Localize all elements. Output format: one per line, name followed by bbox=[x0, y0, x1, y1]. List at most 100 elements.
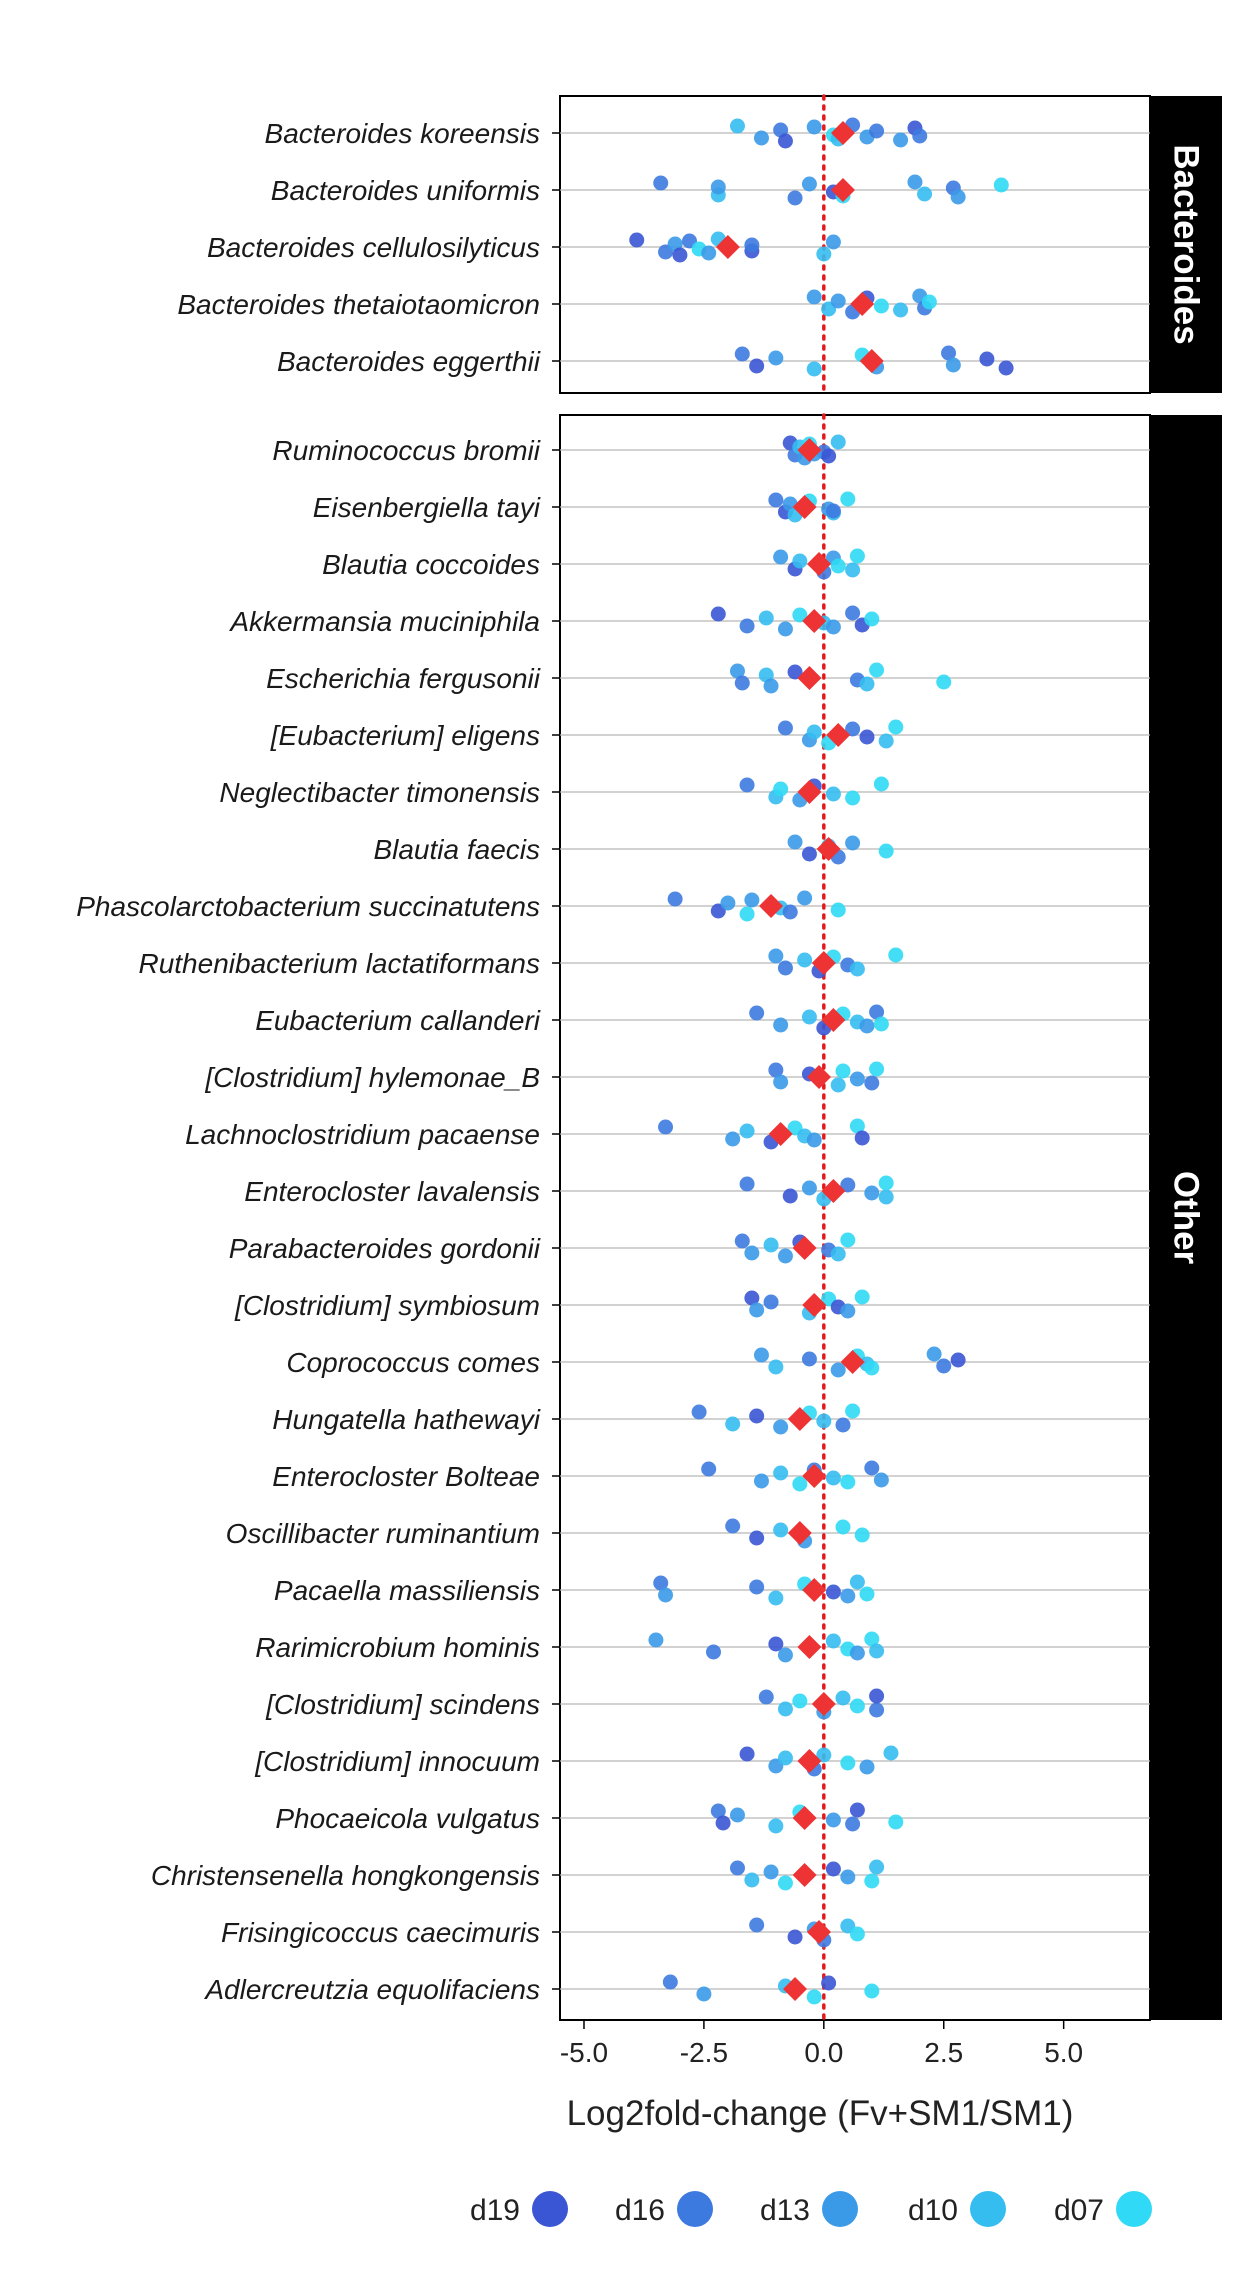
data-point bbox=[648, 1632, 664, 1648]
data-point bbox=[753, 130, 769, 146]
mean-marker bbox=[811, 1692, 836, 1716]
data-point bbox=[840, 491, 856, 507]
data-point bbox=[744, 1290, 760, 1306]
data-point bbox=[840, 1588, 856, 1604]
data-point bbox=[701, 1461, 717, 1477]
mean-marker bbox=[826, 723, 851, 747]
taxon-label: Phascolarctobacterium succinatutens bbox=[76, 891, 540, 922]
data-point bbox=[864, 1631, 880, 1647]
data-point bbox=[864, 1360, 880, 1376]
data-point bbox=[773, 1419, 789, 1435]
data-point bbox=[830, 1362, 846, 1378]
panel-frame bbox=[559, 414, 1151, 2021]
data-point bbox=[835, 1519, 851, 1535]
data-point bbox=[797, 890, 813, 906]
data-point bbox=[662, 1974, 678, 1990]
data-point bbox=[830, 434, 846, 450]
data-point bbox=[926, 1346, 942, 1362]
data-point bbox=[744, 237, 760, 253]
mean-marker bbox=[792, 495, 817, 519]
taxon-label: Blautia coccoides bbox=[322, 549, 540, 580]
data-point bbox=[758, 1689, 774, 1705]
data-point bbox=[936, 674, 952, 690]
data-point bbox=[777, 1750, 793, 1766]
data-point bbox=[806, 289, 822, 305]
taxon-label: Bacteroides eggerthii bbox=[277, 346, 541, 377]
data-point bbox=[782, 1188, 798, 1204]
data-point bbox=[729, 663, 745, 679]
data-point bbox=[667, 891, 683, 907]
data-point bbox=[749, 1530, 765, 1546]
data-point bbox=[825, 234, 841, 250]
data-point bbox=[691, 1404, 707, 1420]
taxon-label: Enterocloster lavalensis bbox=[244, 1176, 540, 1207]
data-point bbox=[801, 1351, 817, 1367]
data-point bbox=[629, 232, 645, 248]
taxon-label: [Clostridium] innocuum bbox=[254, 1746, 540, 1777]
mean-marker bbox=[850, 292, 875, 316]
data-point bbox=[825, 1633, 841, 1649]
legend-label-d16: d16 bbox=[615, 2194, 665, 2227]
mean-marker bbox=[792, 1236, 817, 1260]
data-point bbox=[825, 503, 841, 519]
data-point bbox=[845, 790, 861, 806]
data-point bbox=[816, 246, 832, 262]
mean-marker bbox=[807, 1065, 832, 1089]
data-point bbox=[792, 1476, 808, 1492]
data-point bbox=[739, 777, 755, 793]
data-point bbox=[773, 1465, 789, 1481]
data-point bbox=[806, 361, 822, 377]
data-point bbox=[787, 834, 803, 850]
data-point bbox=[806, 1989, 822, 2005]
data-point bbox=[835, 1417, 851, 1433]
data-point bbox=[849, 1926, 865, 1942]
data-point bbox=[859, 1759, 875, 1775]
data-point bbox=[873, 776, 889, 792]
taxon-label: Ruthenibacterium lactatiformans bbox=[138, 948, 540, 979]
data-point bbox=[739, 1746, 755, 1762]
mean-marker bbox=[787, 1407, 812, 1431]
data-point bbox=[768, 1062, 784, 1078]
chart-panels: Bacteroides koreensis Bacteroides uniform… bbox=[76, 94, 1222, 2022]
data-point bbox=[801, 846, 817, 862]
data-point bbox=[739, 1176, 755, 1192]
x-tick-label: -5.0 bbox=[560, 2037, 608, 2068]
data-point bbox=[825, 1470, 841, 1486]
data-point bbox=[768, 1636, 784, 1652]
data-point bbox=[801, 1180, 817, 1196]
data-point bbox=[734, 675, 750, 691]
data-point bbox=[749, 1579, 765, 1595]
data-point bbox=[849, 1645, 865, 1661]
taxon-label: Pacaella massiliensis bbox=[274, 1575, 540, 1606]
data-point bbox=[777, 1647, 793, 1663]
data-point bbox=[768, 492, 784, 508]
data-point bbox=[849, 548, 865, 564]
taxon-label: Blautia faecis bbox=[373, 834, 540, 865]
taxon-label: Neglectibacter timonensis bbox=[219, 777, 540, 808]
data-point bbox=[729, 1807, 745, 1823]
data-point bbox=[739, 1123, 755, 1139]
data-point bbox=[917, 186, 933, 202]
data-point bbox=[864, 1460, 880, 1476]
data-point bbox=[869, 662, 885, 678]
data-point bbox=[878, 733, 894, 749]
panel-frame bbox=[559, 95, 1151, 394]
data-point bbox=[734, 1233, 750, 1249]
data-point bbox=[768, 1818, 784, 1834]
data-point bbox=[744, 1872, 760, 1888]
taxon-label: Parabacteroides gordonii bbox=[229, 1233, 541, 1264]
taxon-label: [Clostridium] symbiosum bbox=[234, 1290, 540, 1321]
data-point bbox=[830, 293, 846, 309]
data-point bbox=[658, 1587, 674, 1603]
data-point bbox=[993, 177, 1009, 193]
mean-marker bbox=[797, 1635, 822, 1659]
data-point bbox=[840, 1177, 856, 1193]
data-point bbox=[893, 302, 909, 318]
data-point bbox=[941, 345, 957, 361]
taxon-label: Ruminococcus bromii bbox=[272, 435, 540, 466]
facet-strip-label: Other bbox=[1167, 1171, 1206, 1265]
data-point bbox=[830, 902, 846, 918]
data-point bbox=[710, 179, 726, 195]
facet-strip bbox=[1150, 415, 1222, 2020]
data-point bbox=[873, 1016, 889, 1032]
